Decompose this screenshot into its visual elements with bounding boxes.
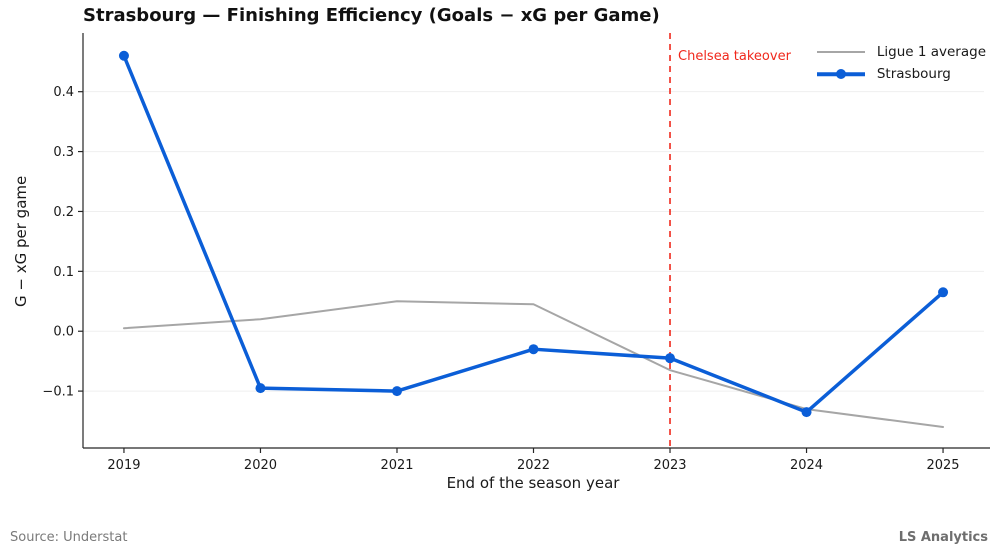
y-tick-label: 0.3 xyxy=(53,145,74,160)
source-note: Source: Understat xyxy=(10,530,128,545)
data-point-marker xyxy=(938,287,949,298)
legend-label-strasbourg: Strasbourg xyxy=(876,66,951,82)
data-point-marker xyxy=(528,344,539,355)
x-tick-label: 2020 xyxy=(244,458,277,473)
legend-row-ligue1-average: Ligue 1 average xyxy=(816,44,986,60)
data-point-marker xyxy=(255,383,266,394)
x-tick-label: 2021 xyxy=(380,458,413,473)
legend-line-sample-blue xyxy=(816,68,865,80)
y-tick-label: 0.2 xyxy=(53,205,74,220)
y-tick-label: 0.4 xyxy=(53,85,74,100)
y-tick-label: 0.1 xyxy=(53,265,74,280)
series-line-ligue-1-average xyxy=(122,300,945,429)
x-axis-label: End of the season year xyxy=(446,474,620,492)
x-tick-label: 2024 xyxy=(790,458,823,473)
legend-line-sample-gray xyxy=(816,46,865,58)
x-tick-label: 2023 xyxy=(653,458,686,473)
annotation-chelsea-takeover: Chelsea takeover xyxy=(678,49,792,64)
x-tick-label: 2022 xyxy=(517,458,550,473)
y-tick-label: 0.0 xyxy=(53,325,74,340)
legend-label-ligue1-average: Ligue 1 average xyxy=(876,44,986,60)
series-line-strasbourg xyxy=(122,54,945,414)
y-tick-label: −0.1 xyxy=(42,385,74,400)
x-tick-label: 2025 xyxy=(926,458,959,473)
x-tick-label: 2019 xyxy=(107,458,140,473)
chart-title: Strasbourg — Finishing Efficiency (Goals… xyxy=(83,5,660,26)
data-point-marker xyxy=(801,407,812,418)
data-point-marker xyxy=(391,386,402,397)
y-axis-label: G − xG per game xyxy=(12,175,30,307)
chart-legend: Ligue 1 average Strasbourg xyxy=(816,44,986,82)
brand-label: LS Analytics xyxy=(898,530,988,545)
legend-marker-dot xyxy=(835,69,846,79)
legend-row-strasbourg: Strasbourg xyxy=(816,66,986,82)
data-point-marker xyxy=(665,353,676,364)
data-point-marker xyxy=(118,50,129,61)
